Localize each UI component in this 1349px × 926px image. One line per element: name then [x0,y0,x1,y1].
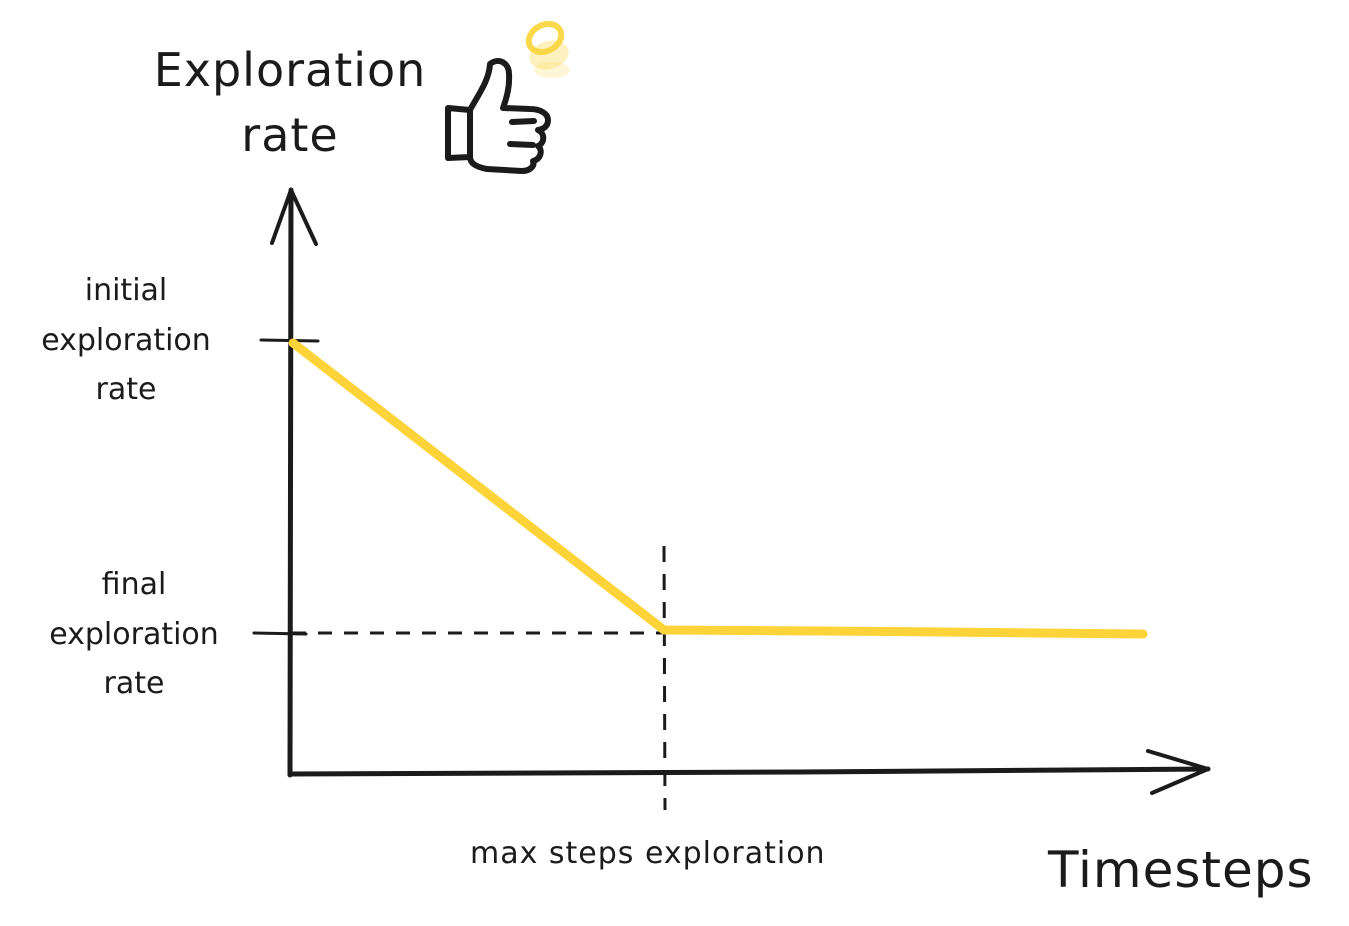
x-axis-arrowhead [1146,749,1210,795]
initial-rate-label: initial exploration rate [41,273,211,407]
y-axis-line [287,187,294,778]
x-axis-line [287,766,1211,777]
max-steps-label: max steps exploration [470,836,826,871]
final-rate-label: final exploration rate [49,567,219,701]
y-axis-title: Exploration rate [153,43,427,163]
sparkle-icon [525,21,570,78]
exploration-curve [288,338,1148,639]
thumbs-up-icon [445,58,551,174]
y-axis-arrowhead [270,188,318,246]
x-axis-title: Timesteps [1048,841,1314,899]
max-steps-dashed-line [662,545,667,811]
